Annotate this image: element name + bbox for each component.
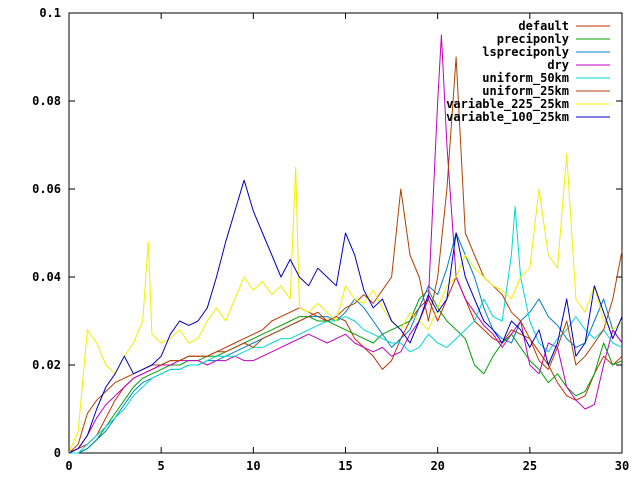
y-tick-label: 0.1 <box>39 6 61 20</box>
series-line-variable-225-25km <box>68 153 623 454</box>
y-tick-label: 0.04 <box>32 270 61 284</box>
legend-label-default: default <box>518 19 569 33</box>
legend-label-variable-225-25km: variable_225_25km <box>446 97 569 112</box>
x-tick-label: 15 <box>338 459 352 473</box>
series-line-uniform-50km <box>69 206 623 454</box>
legend-label-preciponly: preciponly <box>497 32 569 46</box>
legend-label-uniform-25km: uniform_25km <box>482 84 569 99</box>
legend-label-dry: dry <box>547 58 569 72</box>
legend: defaultpreciponlylspreciponlydryuniform_… <box>446 19 610 125</box>
legend-label-variable-100-25km: variable_100_25km <box>446 110 569 125</box>
x-tick-label: 25 <box>523 459 537 473</box>
x-tick-label: 20 <box>430 459 444 473</box>
series-line-variable-100-25km <box>68 179 623 454</box>
legend-label-lspreciponly: lspreciponly <box>482 45 569 59</box>
series-line-preciponly <box>69 289 623 454</box>
legend-label-uniform-50km: uniform_50km <box>482 71 569 86</box>
x-tick-label: 0 <box>65 459 72 473</box>
series-layer <box>68 34 623 454</box>
y-tick-label: 0 <box>54 446 61 460</box>
y-tick-label: 0.08 <box>32 94 61 108</box>
series-line-dry <box>68 34 623 454</box>
y-tick-label: 0.02 <box>32 358 61 372</box>
x-tick-label: 10 <box>246 459 260 473</box>
series-line-uniform-25km <box>68 56 623 454</box>
axes-layer: 0 0.02 0.04 0.06 0.08 0.1 0 5 10 15 20 25 30 <box>32 6 629 473</box>
y-tick-label: 0.06 <box>32 182 61 196</box>
x-tick-label: 5 <box>158 459 165 473</box>
x-tick-label: 30 <box>615 459 629 473</box>
